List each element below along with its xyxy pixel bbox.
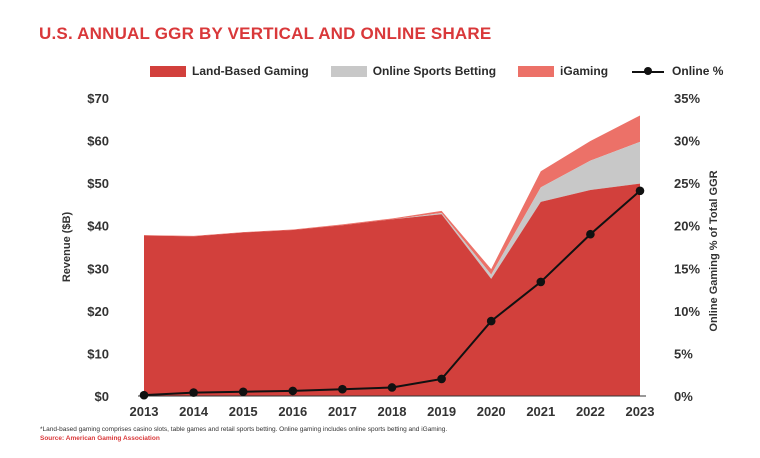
x-tick-label: 2018: [378, 404, 407, 419]
y2-tick-label: 10%: [674, 304, 700, 319]
legend-item-online-pct: Online %: [630, 64, 723, 78]
point-online-pct: [189, 388, 198, 397]
legend-label-igaming: iGaming: [560, 64, 609, 78]
y2-tick-label: 35%: [674, 91, 700, 106]
y2-tick-label: 0%: [674, 389, 693, 404]
x-tick-label: 2015: [229, 404, 258, 419]
legend-swatch-igaming: [518, 65, 555, 77]
point-online-pct: [437, 374, 446, 384]
x-tick-label: 2016: [278, 404, 307, 419]
x-tick-label: 2021: [526, 404, 555, 419]
point-online-pct: [238, 387, 248, 397]
x-tick-label: 2013: [130, 404, 159, 419]
legend-item-igaming: iGaming: [518, 64, 608, 78]
y2-axis-title: Online Gaming % of Total GGR: [708, 170, 720, 331]
legend-item-online-sports-betting: Online Sports Betting: [330, 64, 497, 78]
y-tick-label: $60: [87, 134, 109, 149]
legend-label-online-pct: Online %: [672, 64, 724, 78]
point-online-pct: [486, 316, 496, 326]
footnote: *Land-based gaming comprises casino slot…: [40, 426, 448, 433]
legend-swatch-online-sports-betting: [330, 65, 367, 77]
area-land-based-gaming: [144, 183, 640, 396]
y-tick-label: $50: [87, 176, 109, 191]
point-online-pct: [338, 384, 347, 394]
legend-label-online-sports-betting: Online Sports Betting: [372, 64, 497, 78]
legend-swatch-online-pct: [630, 66, 666, 77]
chart-legend: Land-Based Gaming Online Sports Betting …: [150, 62, 745, 80]
legend-item-land-based: Land-Based Gaming: [150, 64, 309, 78]
y-tick-label: $10: [87, 346, 109, 361]
point-online-pct: [288, 386, 298, 396]
y-tick-label: $30: [87, 261, 109, 276]
x-tick-label: 2022: [576, 404, 605, 419]
y2-tick-label: 30%: [674, 134, 700, 149]
point-online-pct: [387, 383, 397, 392]
y2-tick-label: 15%: [674, 261, 700, 276]
y-tick-label: $40: [87, 219, 109, 234]
x-tick-label: 2023: [626, 404, 655, 419]
y2-tick-label: 25%: [674, 176, 700, 191]
y-tick-label: $0: [95, 389, 109, 404]
x-tick-label: 2020: [477, 404, 506, 419]
legend-swatch-land-based: [150, 65, 186, 77]
point-online-pct: [536, 277, 546, 287]
legend-label-land-based: Land-Based Gaming: [192, 64, 309, 78]
y-axis-title: Revenue ($B): [61, 212, 73, 283]
point-online-pct: [635, 186, 645, 196]
source-note: Source: American Gaming Association: [40, 435, 160, 442]
point-online-pct: [586, 229, 595, 239]
x-tick-label: 2017: [328, 404, 357, 419]
y2-tick-label: 20%: [674, 219, 700, 234]
y-tick-label: $70: [87, 91, 109, 106]
y2-tick-label: 5%: [674, 346, 693, 361]
chart-title: U.S. ANNUAL GGR BY VERTICAL AND ONLINE S…: [39, 24, 492, 43]
x-tick-label: 2019: [427, 404, 456, 419]
point-online-pct: [139, 390, 149, 400]
x-tick-label: 2014: [179, 404, 209, 419]
y-tick-label: $20: [87, 304, 109, 319]
